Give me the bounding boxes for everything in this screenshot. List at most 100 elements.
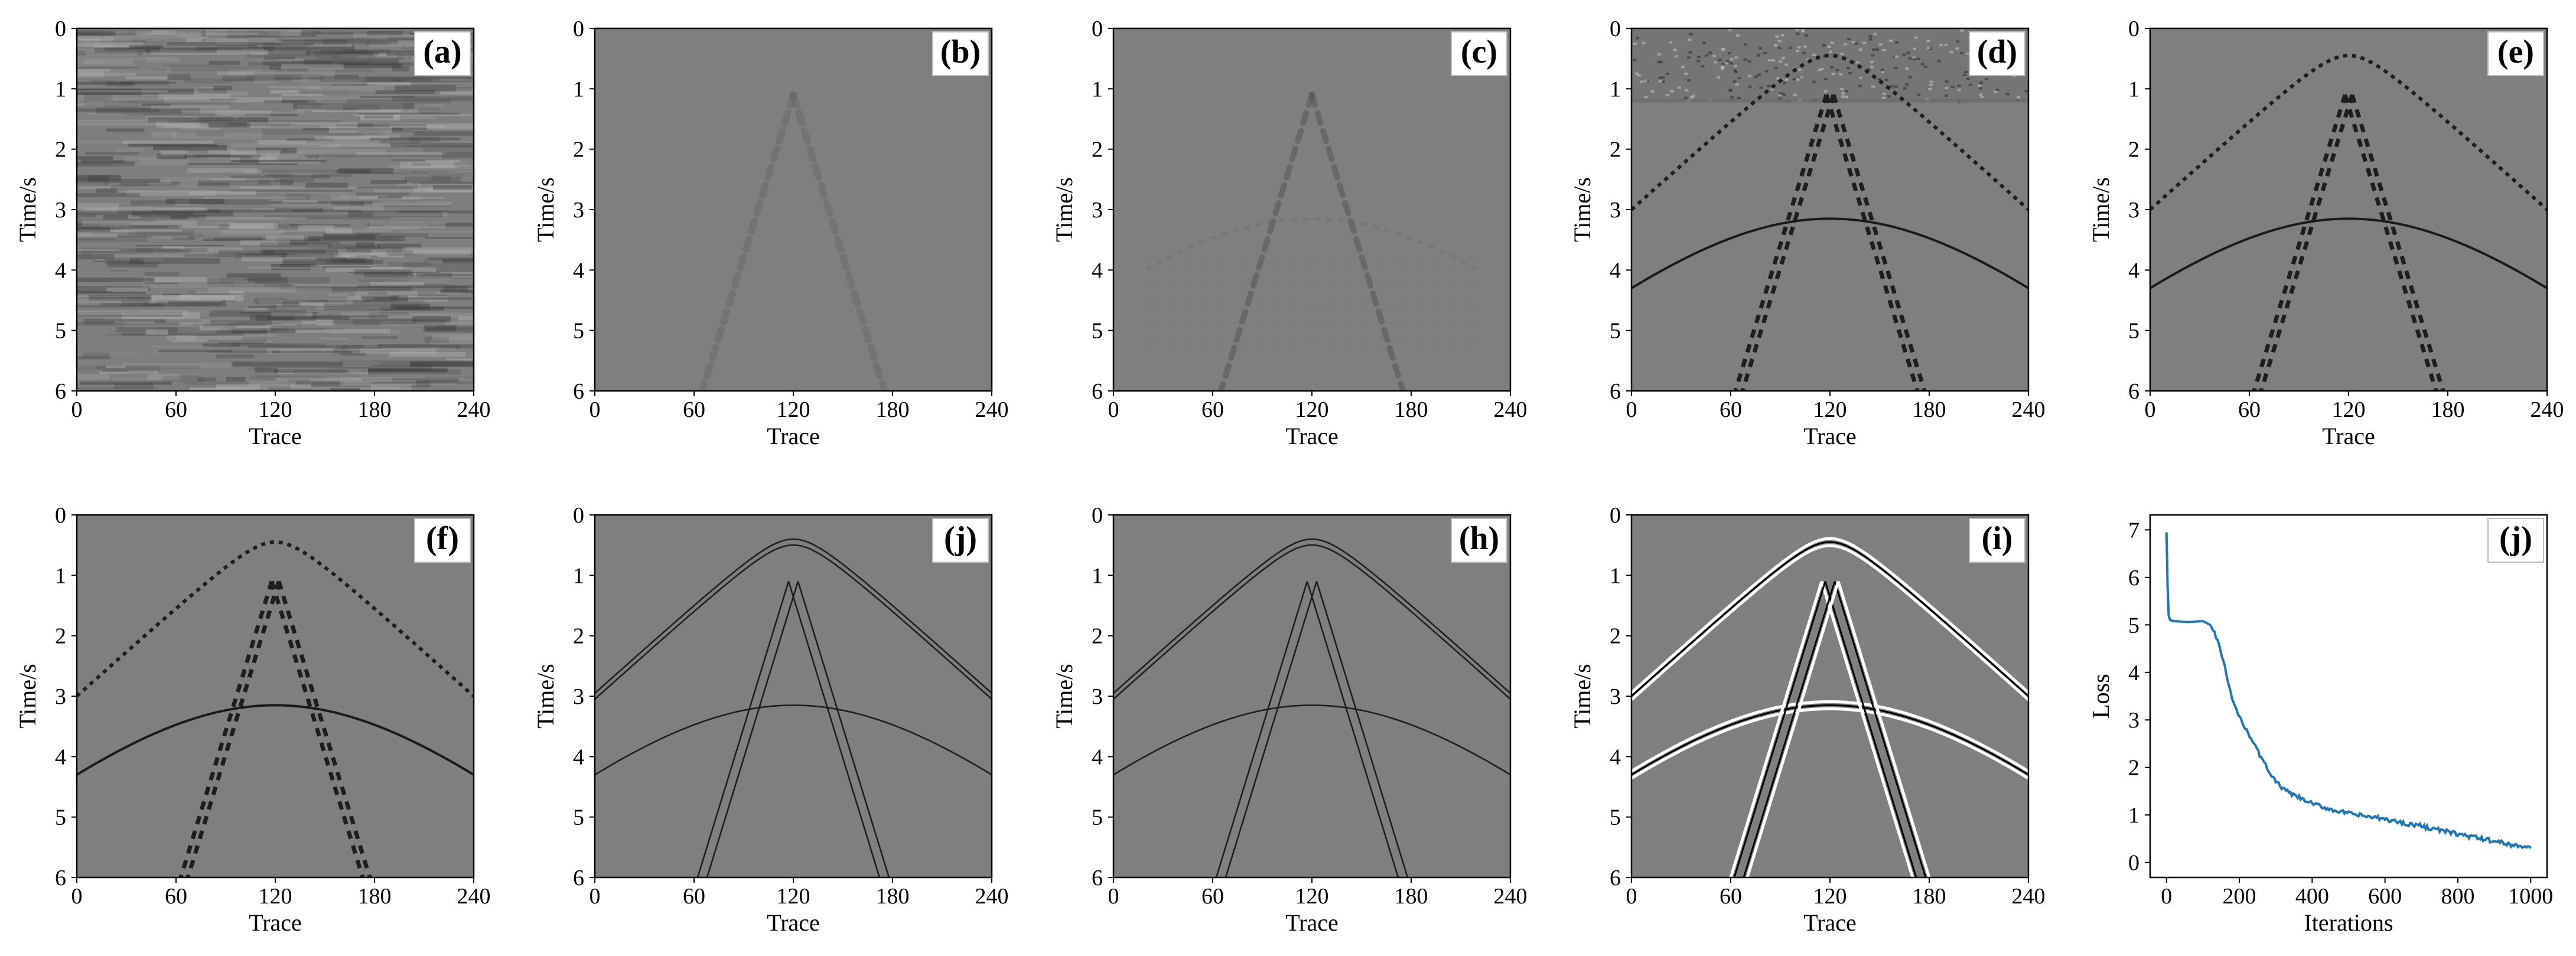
y-tick-label: 0	[55, 503, 66, 528]
x-tick-label: 180	[358, 884, 392, 909]
panel-label-box	[1969, 518, 2025, 563]
x-tick-label: 60	[165, 884, 187, 909]
seismic-image	[1631, 28, 2028, 391]
seismic-image	[2150, 28, 2547, 391]
y-axis-label: Time/s	[1569, 177, 1595, 242]
hyperbola-event-inner	[1145, 217, 1478, 271]
x-tick-label: 120	[777, 397, 810, 422]
y-tick-label: 3	[55, 684, 66, 709]
y-tick-label: 4	[573, 258, 584, 283]
y-tick-label: 0	[2128, 17, 2139, 41]
hyperbola-event-outer-b	[1113, 544, 1510, 700]
y-tick-label: 3	[2128, 708, 2139, 733]
x-tick-label: 0	[71, 397, 83, 422]
y-axis-label: Time/s	[532, 177, 559, 242]
seismic-image	[1631, 515, 2028, 877]
y-tick-label: 3	[1610, 198, 1621, 223]
y-tick-label: 3	[1610, 684, 1621, 709]
y-tick-label: 4	[55, 258, 66, 283]
x-axis-label: Trace	[767, 423, 820, 449]
panel-label: (h)	[1459, 520, 1499, 557]
x-tick-label: 120	[1813, 884, 1847, 909]
panel-label-box	[414, 31, 471, 76]
x-axis-label: Trace	[249, 909, 302, 936]
x-tick-label: 120	[1813, 397, 1847, 422]
x-tick-label: 0	[590, 884, 601, 909]
hyperbola-event-inner	[1113, 704, 1510, 776]
hyperbola-event-outer-b	[595, 544, 992, 700]
x-tick-label: 0	[1108, 884, 1119, 909]
noise-band	[1631, 28, 2028, 101]
panel-label: (i)	[1982, 520, 2013, 557]
hyperbola-event-outer-0	[1631, 537, 2028, 694]
dipping-event-b-left	[2259, 94, 2354, 391]
y-tick-label: 4	[1092, 745, 1103, 769]
panel-a: 0 60 120 180 240 0 1 2 3 4 5 6 Trace Time/s (a)	[14, 17, 491, 449]
y-tick-label: 4	[2128, 258, 2139, 283]
y-tick-label: 3	[573, 198, 584, 223]
seismic-image	[595, 28, 992, 391]
dipping-event-b-left	[1740, 94, 1836, 391]
y-axis-label: Time/s	[1051, 177, 1077, 242]
panel-label: (b)	[940, 34, 981, 70]
y-tick-label: 6	[1092, 866, 1103, 890]
dipping-event-b-right	[1315, 581, 1409, 877]
panel-label-box	[2487, 518, 2544, 563]
hyperbola-event-outer	[1631, 53, 2028, 211]
x-tick-label: 120	[777, 884, 810, 909]
x-axis-label: Trace	[1803, 423, 1857, 449]
x-tick-label: 60	[165, 397, 187, 422]
y-tick-label: 6	[1092, 379, 1103, 404]
x-axis-label: Trace	[767, 909, 820, 936]
panel-label: (a)	[423, 34, 461, 70]
panel-label: (f)	[426, 520, 459, 557]
panel-label-box	[1451, 518, 1507, 563]
x-tick-label: 240	[975, 397, 1009, 422]
x-tick-label: 240	[1494, 397, 1528, 422]
dipping-event-b-left	[706, 581, 799, 877]
panel-label-box	[1969, 31, 2025, 76]
y-tick-label: 1	[1610, 563, 1621, 588]
y-tick-label: 1	[1610, 77, 1621, 102]
hyperbola-event-outer	[77, 540, 474, 698]
y-tick-label: 1	[573, 77, 584, 102]
seismic-image	[77, 515, 474, 877]
dipping-event-b-left	[1225, 581, 1318, 877]
x-tick-label: 240	[2012, 884, 2046, 909]
x-axis-label: Trace	[1285, 423, 1339, 449]
loss-curve	[2165, 532, 2532, 850]
y-axis-label: Loss	[2087, 674, 2114, 719]
panel-i: 0 60 120 180 240 0 1 2 3 4 5 6 Trace Time/s (i)	[1569, 503, 2046, 936]
y-tick-label: 3	[1092, 198, 1103, 223]
x-tick-label: 240	[457, 884, 491, 909]
x-tick-label: 0	[1108, 397, 1119, 422]
x-tick-label: 60	[2238, 397, 2261, 422]
hyperbola-event-outer	[2150, 53, 2547, 211]
x-tick-label: 0	[590, 397, 601, 422]
seismic-image	[1113, 515, 1510, 877]
y-axis-label: Time/s	[1051, 664, 1077, 729]
dipping-event-a-right	[2343, 94, 2438, 391]
y-tick-label: 1	[55, 563, 66, 588]
y-axis-label: Time/s	[2087, 177, 2114, 242]
y-tick-label: 2	[573, 138, 584, 162]
hyperbola-event-outer-2	[1631, 544, 2028, 701]
y-tick-label: 6	[1610, 379, 1621, 404]
panel-label-box	[1451, 31, 1507, 76]
dipping-event-a-right	[269, 580, 365, 877]
x-axis-label: Trace	[2322, 423, 2375, 449]
y-tick-label: 5	[2128, 613, 2139, 638]
hyperbola-event-inner	[1631, 217, 2028, 289]
x-tick-label: 600	[2368, 884, 2402, 909]
y-tick-label: 0	[1092, 17, 1103, 41]
x-tick-label: 180	[358, 397, 392, 422]
hyperbola-event-outer-a	[595, 538, 992, 694]
x-tick-label: 180	[876, 397, 910, 422]
y-tick-label: 6	[55, 379, 66, 404]
panel-j1: 0 60 120 180 240 0 1 2 3 4 5 6 Trace Time/s (j)	[532, 503, 1009, 936]
plot-frame	[2149, 514, 2548, 879]
y-tick-label: 3	[573, 684, 584, 709]
x-tick-label: 120	[1295, 884, 1329, 909]
y-tick-label: 6	[1610, 866, 1621, 890]
x-tick-label: 240	[2012, 397, 2046, 422]
